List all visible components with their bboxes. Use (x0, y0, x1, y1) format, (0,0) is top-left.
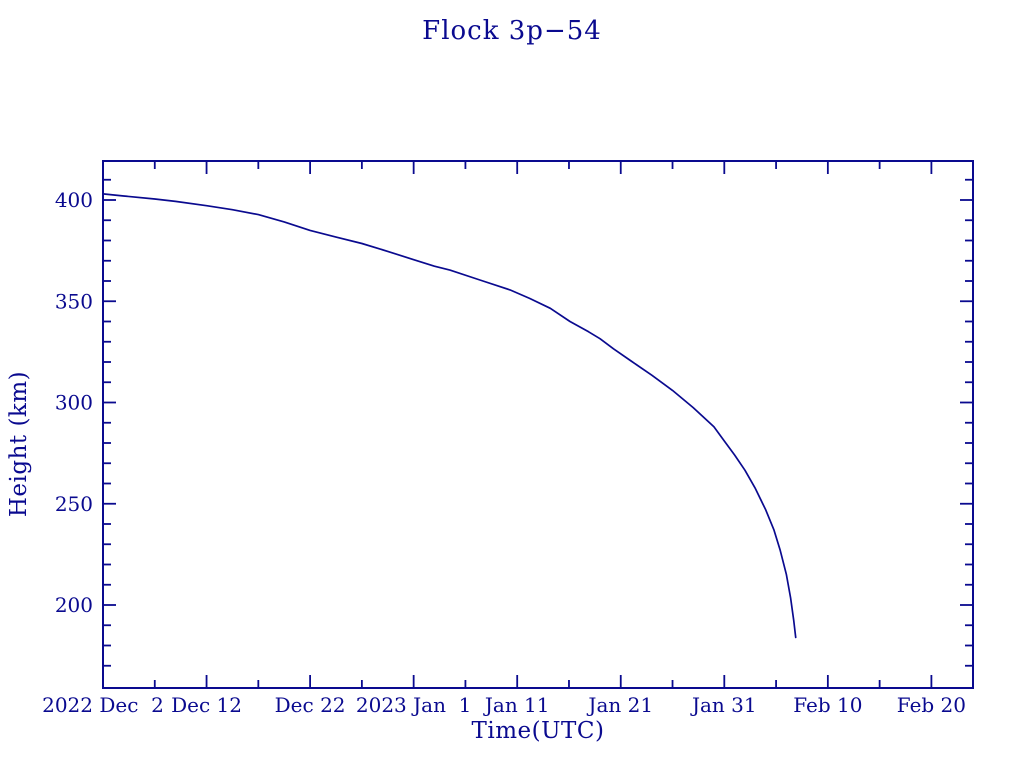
x-tick-label: Dec 12 (171, 693, 242, 717)
x-tick-label: Feb 20 (897, 693, 966, 717)
plot-frame (102, 160, 974, 689)
chart-title: Flock 3p−54 (422, 16, 602, 46)
x-tick-label: Jan 11 (483, 693, 550, 717)
y-tick-label: 400 (55, 188, 93, 212)
decay-curve (102, 193, 797, 639)
x-tick-label: Dec 22 (275, 693, 346, 717)
x-tick-label: 2022 Dec 2 (42, 693, 164, 717)
y-tick-label: 350 (55, 289, 93, 313)
x-tick-label: 2023 Jan 1 (356, 693, 472, 717)
y-tick-label: 250 (55, 492, 93, 516)
x-tick-label: Jan 31 (690, 693, 757, 717)
y-tick-label: 200 (55, 593, 93, 617)
x-tick-label: Jan 21 (586, 693, 653, 717)
x-tick-label: Feb 10 (793, 693, 862, 717)
x-axis-title: Time(UTC) (471, 718, 605, 744)
y-axis-title: Height (km) (6, 370, 32, 518)
y-tick-label: 300 (55, 391, 93, 415)
